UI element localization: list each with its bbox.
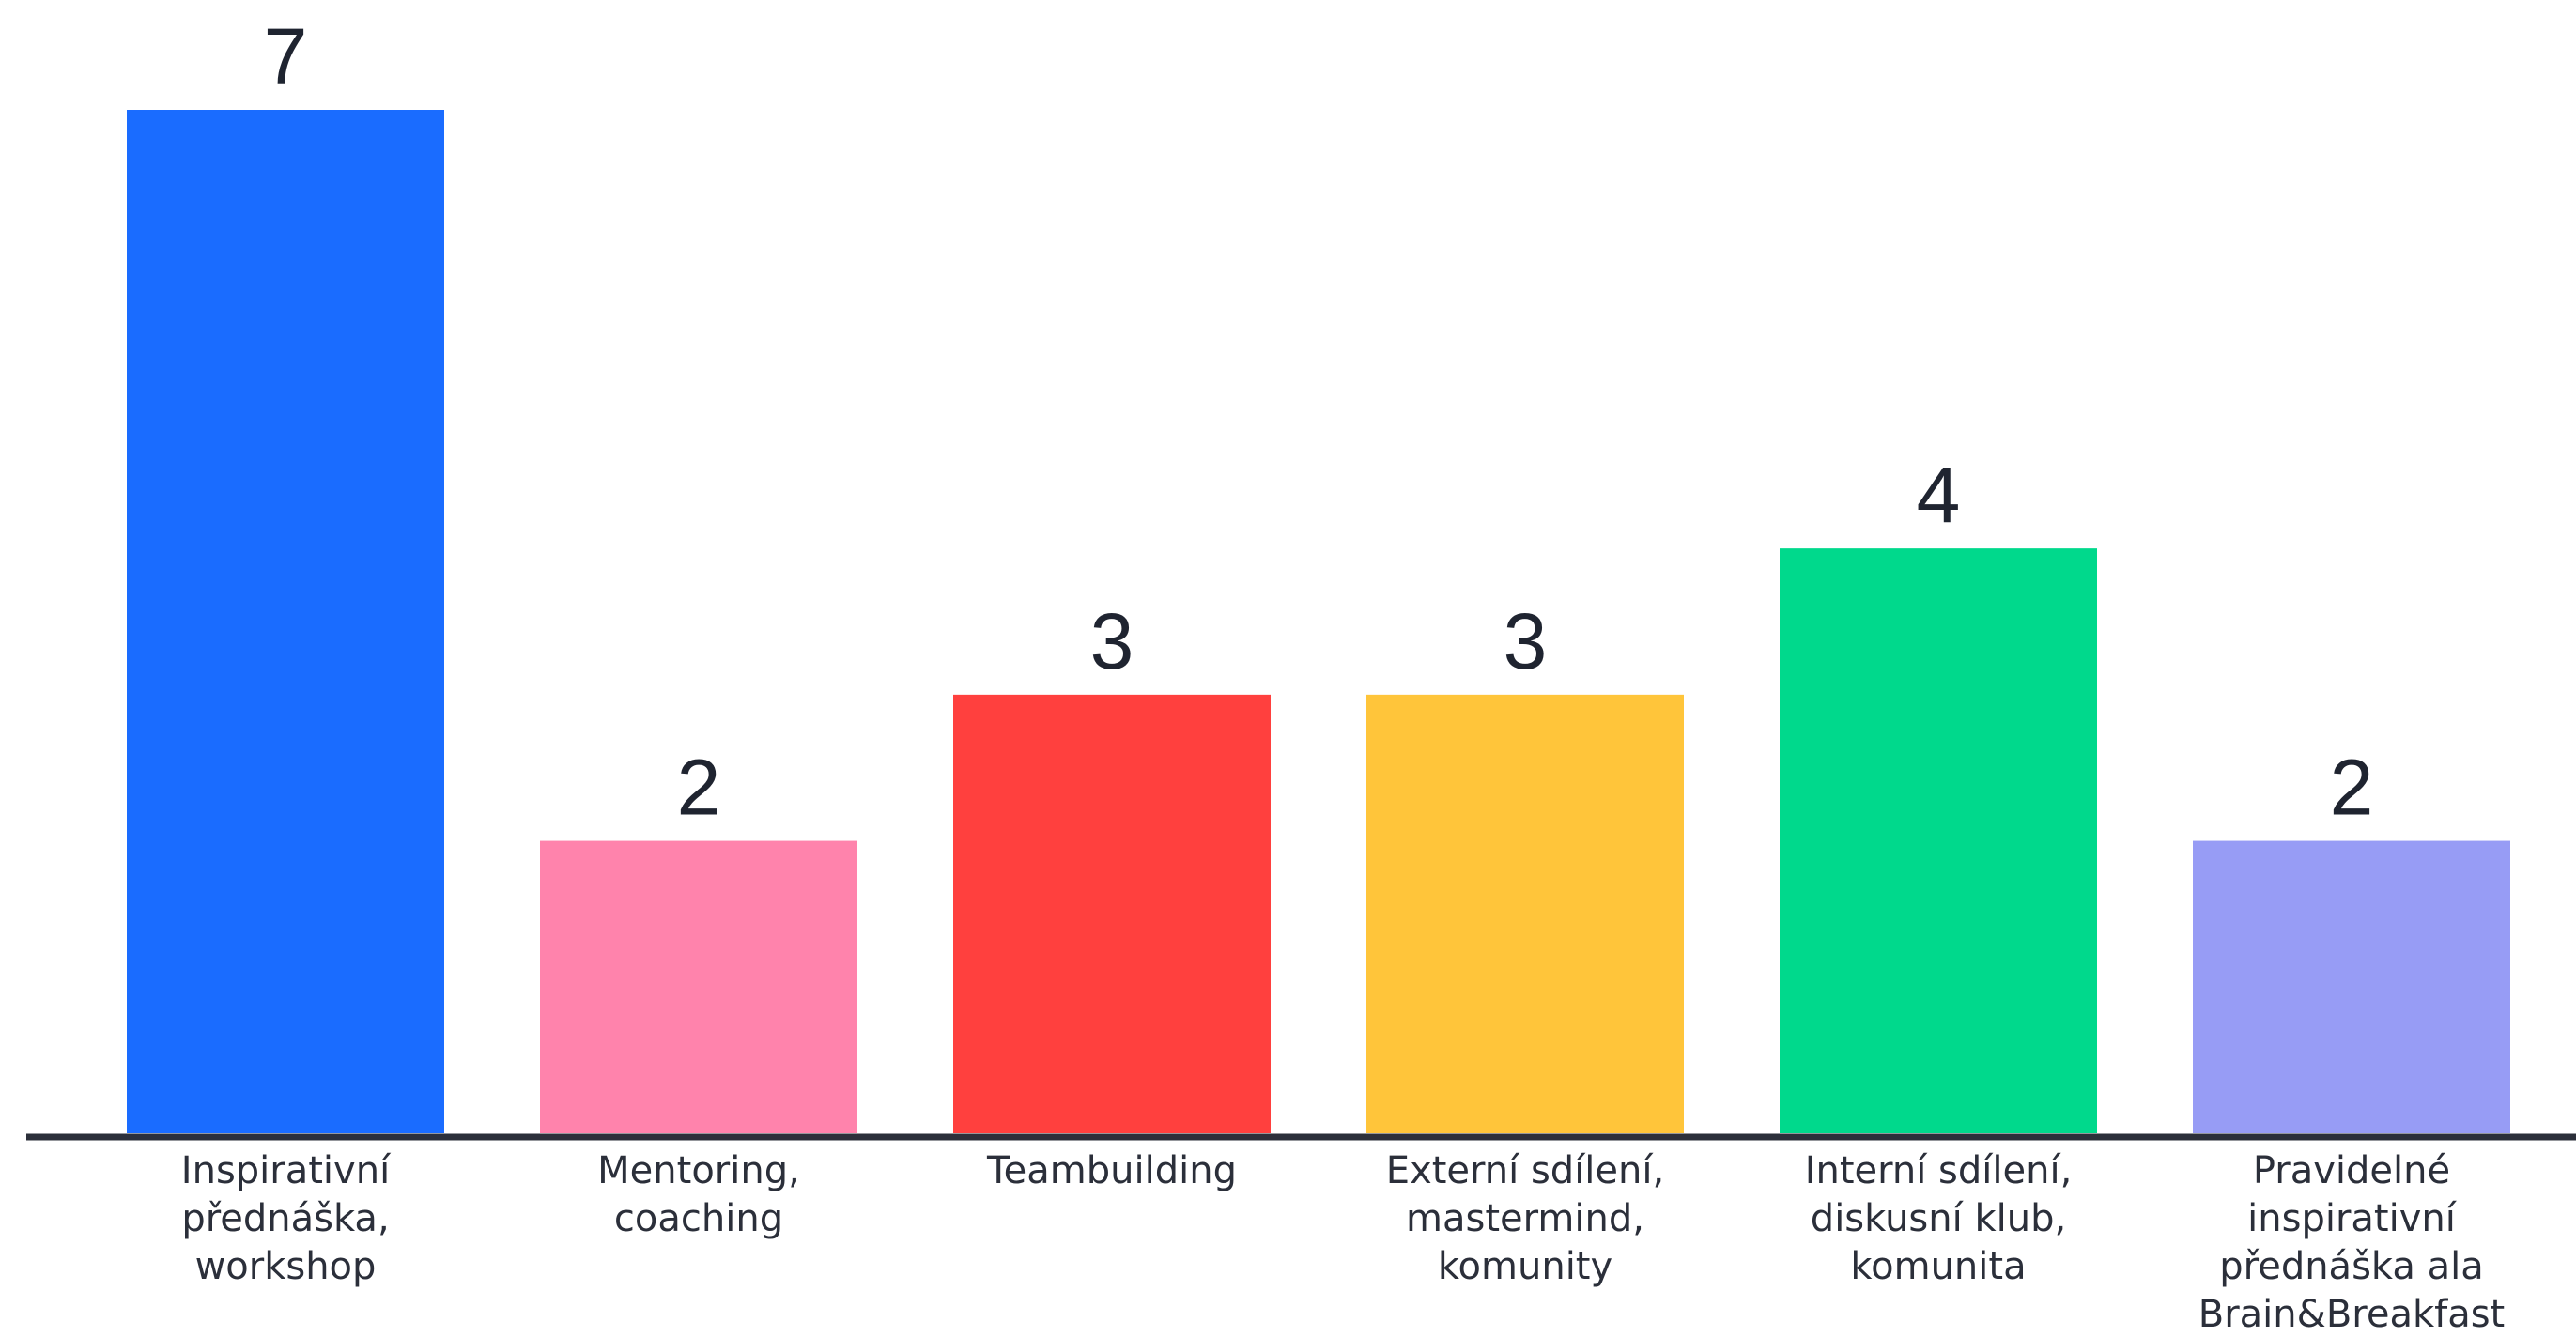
category-label-line: Inspirativní xyxy=(181,1149,392,1192)
bars-layer xyxy=(127,110,2510,1133)
category-label-line: Mentoring, xyxy=(597,1149,800,1192)
category-label-2: Mentoring, coaching xyxy=(597,1149,800,1240)
category-label-1: Inspirativní přednáška, workshop xyxy=(181,1149,392,1288)
category-label-line: diskusní klub, xyxy=(1811,1197,2066,1240)
category-labels-layer: Inspirativní přednáška, workshop Mentoring,… xyxy=(181,1149,2505,1336)
category-label-line: inspirativní xyxy=(2247,1197,2458,1240)
category-label-5: Interní sdílení, diskusní klub, komunita xyxy=(1805,1149,2073,1288)
value-label-5: 4 xyxy=(1917,451,1961,539)
value-label-1: 7 xyxy=(264,12,308,100)
category-label-line: Teambuilding xyxy=(986,1149,1237,1192)
bar-1 xyxy=(127,110,444,1133)
category-label-line: přednáška ala xyxy=(2219,1245,2483,1288)
category-label-6: Pravidelné inspirativní přednáška ala Brain… xyxy=(2198,1149,2505,1336)
value-labels-layer: 7 2 3 3 4 2 xyxy=(264,12,2374,832)
bar-6 xyxy=(2193,840,2510,1133)
bar-4 xyxy=(1366,694,1684,1133)
category-label-line: mastermind, xyxy=(1406,1197,1644,1240)
category-label-line: komunita xyxy=(1850,1245,2026,1288)
category-label-line: coaching xyxy=(614,1197,783,1240)
category-label-line: Externí sdílení, xyxy=(1386,1149,1664,1192)
value-label-6: 2 xyxy=(2330,744,2374,832)
bar-2 xyxy=(540,840,857,1133)
value-label-3: 3 xyxy=(1090,597,1134,685)
value-label-4: 3 xyxy=(1504,597,1548,685)
category-label-4: Externí sdílení, mastermind, komunity xyxy=(1386,1149,1664,1288)
category-label-line: komunity xyxy=(1438,1245,1612,1288)
category-label-line: přednáška, xyxy=(181,1197,389,1240)
category-label-line: workshop xyxy=(195,1245,377,1288)
category-label-3: Teambuilding xyxy=(986,1149,1237,1192)
value-label-2: 2 xyxy=(677,744,721,832)
category-label-line: Interní sdílení, xyxy=(1805,1149,2073,1192)
bar-5 xyxy=(1780,548,2097,1133)
category-label-line: Pravidelné xyxy=(2253,1149,2450,1192)
bar-3 xyxy=(953,694,1271,1133)
category-label-line: Brain&Breakfast xyxy=(2198,1293,2505,1336)
